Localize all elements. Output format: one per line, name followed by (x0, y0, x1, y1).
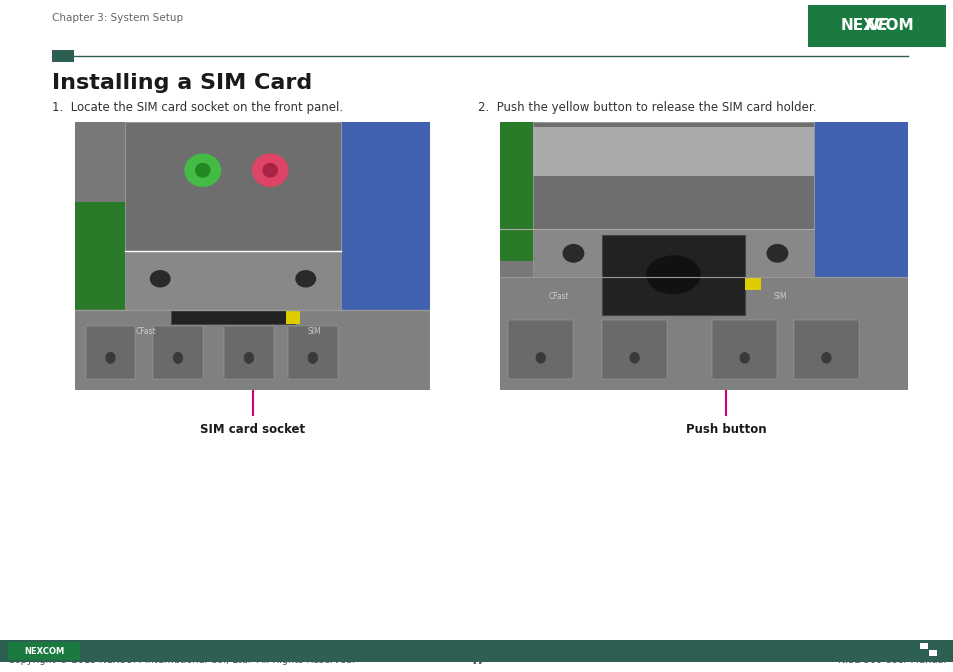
Bar (125, 122, 341, 251)
Text: Push button: Push button (685, 423, 765, 436)
Text: 2.  Push the yellow button to release the SIM card holder.: 2. Push the yellow button to release the… (477, 101, 816, 114)
Ellipse shape (536, 353, 545, 363)
Ellipse shape (151, 271, 170, 287)
Bar (919, 643, 927, 649)
Bar (919, 650, 927, 656)
Bar (807, 5, 945, 47)
Ellipse shape (766, 245, 787, 262)
Bar (52, 50, 74, 62)
Bar (711, 321, 777, 379)
Text: NISE 300 User Manual: NISE 300 User Manual (837, 655, 945, 665)
Bar (499, 122, 540, 261)
Text: SIM: SIM (307, 327, 321, 336)
Bar (152, 326, 203, 379)
Ellipse shape (646, 256, 700, 294)
Text: 47: 47 (468, 653, 485, 667)
Bar (288, 326, 337, 379)
Bar (171, 310, 294, 325)
Bar (86, 326, 135, 379)
Text: Copyright © 2013 NEXCOM International Co., Ltd.  All Rights Reserved.: Copyright © 2013 NEXCOM International Co… (8, 655, 355, 665)
Text: CFast: CFast (548, 292, 569, 301)
Ellipse shape (630, 353, 639, 363)
Ellipse shape (106, 353, 114, 363)
Ellipse shape (821, 353, 830, 363)
Bar (744, 278, 760, 290)
Text: NEXCOM: NEXCOM (24, 648, 64, 657)
Text: Chapter 3: System Setup: Chapter 3: System Setup (52, 13, 183, 23)
Bar (813, 122, 907, 296)
Ellipse shape (295, 271, 315, 287)
Ellipse shape (244, 353, 253, 363)
Bar (532, 122, 813, 229)
Bar (793, 321, 858, 379)
Bar (508, 321, 573, 379)
Bar (601, 321, 666, 379)
Bar (8, 642, 80, 660)
Ellipse shape (562, 245, 583, 262)
Bar (928, 650, 936, 656)
Ellipse shape (195, 163, 210, 177)
Bar (341, 122, 430, 390)
Text: SIM card socket: SIM card socket (200, 423, 305, 436)
Text: CFast: CFast (135, 327, 156, 336)
Bar (75, 202, 128, 363)
Bar (928, 643, 936, 649)
Text: SIM: SIM (773, 292, 786, 301)
Ellipse shape (253, 154, 288, 186)
Ellipse shape (740, 353, 748, 363)
Text: 1.  Locate the SIM card socket on the front panel.: 1. Locate the SIM card socket on the fro… (52, 101, 343, 114)
Bar (224, 326, 274, 379)
Ellipse shape (308, 353, 317, 363)
Bar (75, 310, 430, 390)
Text: NE: NE (864, 19, 887, 34)
Ellipse shape (263, 163, 277, 177)
Bar (532, 128, 813, 175)
Ellipse shape (185, 154, 220, 186)
Bar (125, 251, 341, 310)
Text: Installing a SIM Card: Installing a SIM Card (52, 73, 312, 93)
Ellipse shape (173, 353, 182, 363)
Text: NEXCOM: NEXCOM (840, 19, 913, 34)
Bar (532, 229, 813, 278)
Bar (286, 310, 300, 323)
Bar (601, 235, 744, 315)
Bar (499, 278, 907, 390)
Bar (0, 640, 953, 662)
